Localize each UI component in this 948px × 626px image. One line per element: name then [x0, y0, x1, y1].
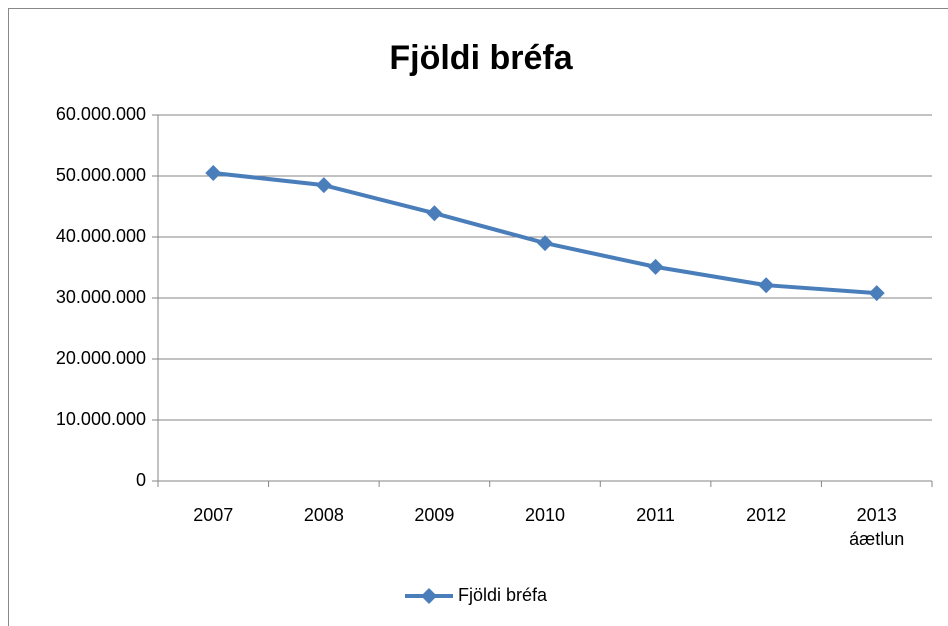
x-tick-label: 2007	[193, 505, 234, 525]
y-tick-label: 60.000.000	[56, 104, 146, 124]
chart-border	[8, 8, 948, 626]
x-tick-label: 2011	[636, 505, 675, 525]
data-point	[647, 258, 664, 275]
x-tick-label: 2012	[746, 505, 787, 525]
x-tick-label: 2013 áætlun	[849, 505, 905, 549]
data-point	[205, 164, 222, 181]
y-tick-label: 10.000.000	[56, 409, 146, 429]
data-point	[426, 205, 443, 222]
y-tick-label: 50.000.000	[56, 165, 146, 185]
y-tick-label: 20.000.000	[56, 348, 146, 368]
data-point	[315, 177, 332, 194]
x-tick-label: 2010	[524, 505, 566, 525]
legend-marker	[421, 588, 437, 604]
data-point	[758, 277, 775, 294]
x-tick-label: 2009	[414, 505, 455, 525]
x-tick-label: 2008	[303, 505, 344, 525]
y-tick-label: 30.000.000	[56, 287, 146, 307]
data-point	[868, 285, 885, 302]
y-tick-label: 0	[136, 470, 146, 490]
y-tick-label: 40.000.000	[56, 226, 146, 246]
legend-label: Fjöldi bréfa	[458, 585, 548, 605]
chart-title: Fjöldi bréfa	[389, 39, 573, 77]
data-point	[537, 235, 553, 252]
